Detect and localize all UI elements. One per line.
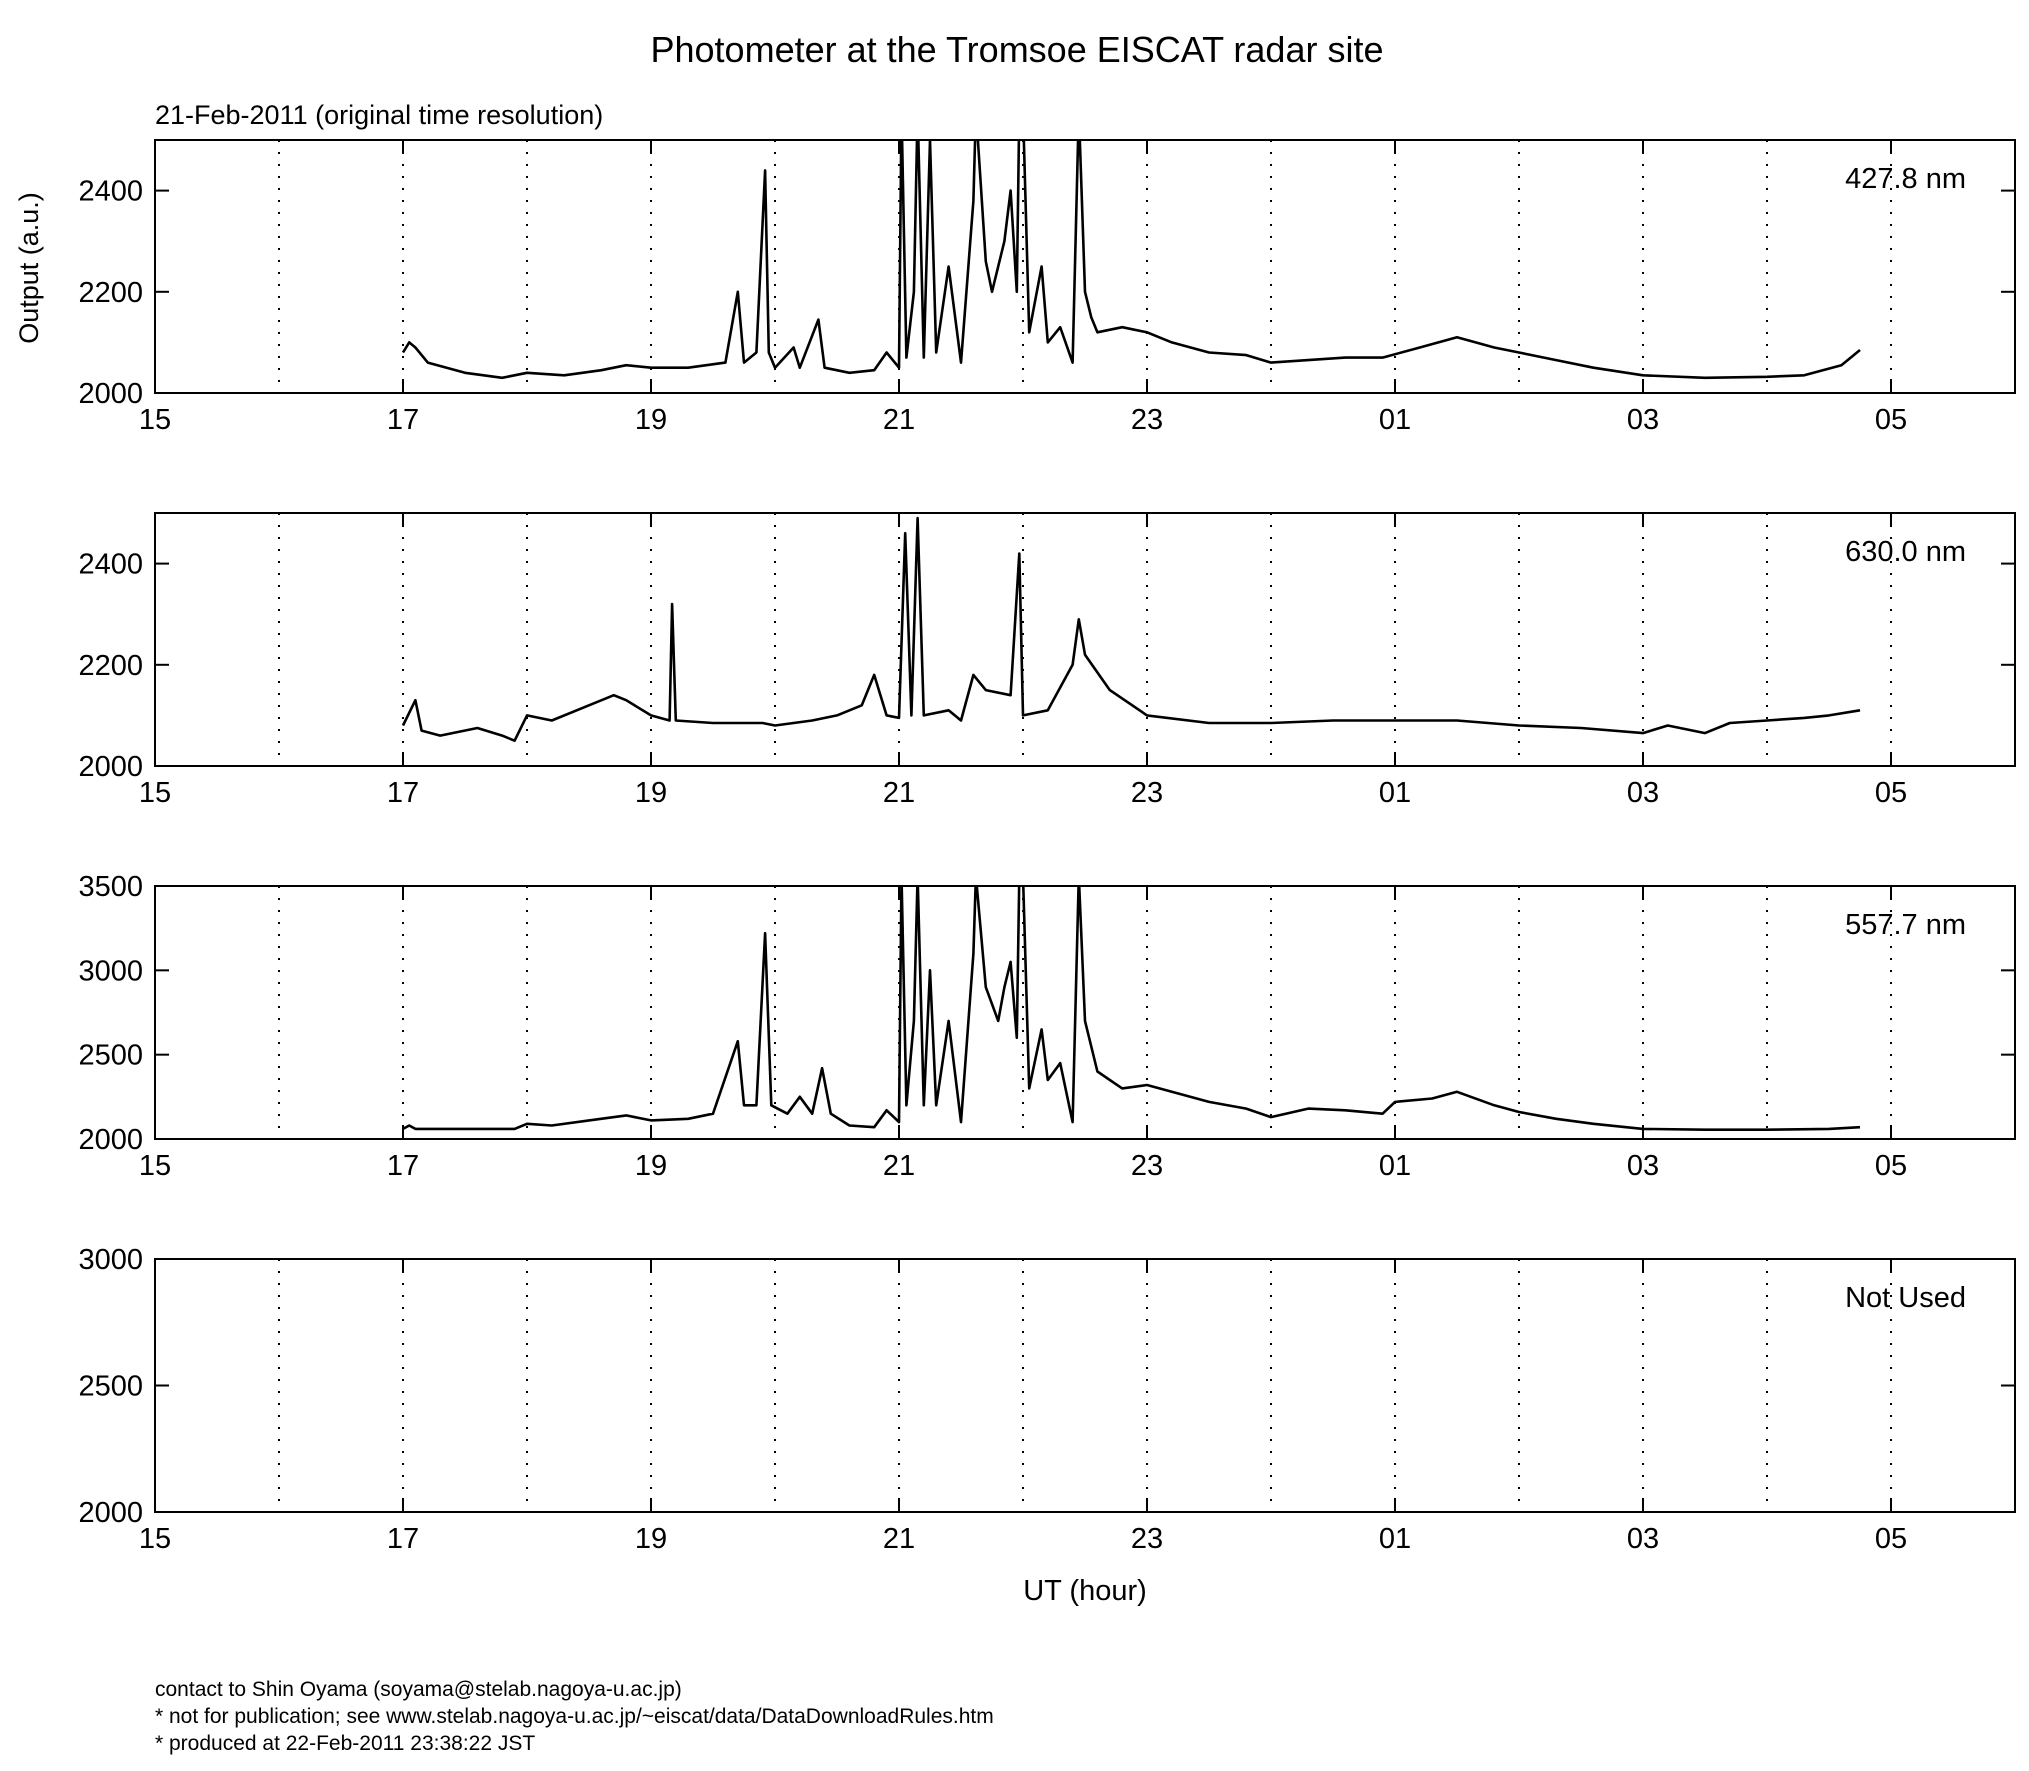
y-tick-label: 3000 [78, 1244, 143, 1276]
panel-1: 15 17 19 21 23 01 03 05 2000 2200 2400 427.8 nm [78, 139, 2016, 436]
panel-label: Not Used [1845, 1282, 1966, 1314]
x-tick-label: 17 [387, 777, 419, 809]
x-tick-label: 03 [1627, 1150, 1659, 1182]
x-tick-label: 15 [139, 1150, 171, 1182]
y-tick-label: 2000 [78, 751, 143, 783]
x-axis-label: UT (hour) [1023, 1575, 1147, 1607]
x-tick-label: 15 [139, 1523, 171, 1555]
y-tick-label: 2000 [78, 378, 143, 410]
x-tick-label: 05 [1875, 404, 1907, 436]
x-tick-label: 17 [387, 1150, 419, 1182]
panel-label: 557.7 nm [1845, 909, 1966, 941]
x-tick-label: 23 [1131, 1150, 1163, 1182]
panel-frame [154, 885, 2016, 1140]
y-tick-label: 2500 [78, 1371, 143, 1403]
y-tick-label: 2000 [78, 1497, 143, 1529]
y-tick-label: 2000 [78, 1124, 143, 1156]
x-tick-label: 19 [635, 1523, 667, 1555]
series-line-1 [401, 140, 1861, 380]
x-tick-label: 05 [1875, 1150, 1907, 1182]
y-tick-label: 3500 [78, 871, 143, 903]
x-tick-label: 15 [139, 404, 171, 436]
chart-panels: 15 17 19 21 23 01 03 05 2000 2200 2400 427.8 nm 15 17… [78, 139, 2016, 1555]
x-tick-label: 21 [883, 777, 915, 809]
series-line-3 [402, 886, 1861, 1131]
x-tick-label: 19 [635, 1150, 667, 1182]
footer-produced-at: * produced at 22-Feb-2011 23:38:22 JST [155, 1732, 536, 1755]
x-tick-label: 19 [635, 404, 667, 436]
x-tick-label: 01 [1379, 1150, 1411, 1182]
panel-frame [154, 139, 2016, 394]
footer-notes: contact to Shin Oyama (soyama@stelab.nag… [155, 1676, 994, 1757]
x-tick-label: 03 [1627, 404, 1659, 436]
y-tick-label: 2500 [78, 1040, 143, 1072]
panel-label: 427.8 nm [1845, 163, 1966, 195]
x-tick-label: 23 [1131, 1523, 1163, 1555]
footer-publication-note: * not for publication; see www.stelab.na… [155, 1705, 994, 1728]
x-tick-label: 01 [1379, 404, 1411, 436]
x-tick-label: 01 [1379, 1523, 1411, 1555]
panel-frame [154, 1258, 2016, 1513]
x-tick-label: 23 [1131, 404, 1163, 436]
x-tick-label: 19 [635, 777, 667, 809]
y-tick-label: 2400 [78, 176, 143, 208]
x-tick-label: 05 [1875, 777, 1907, 809]
chart-title: Photometer at the Tromsoe EISCAT radar s… [651, 29, 1384, 70]
series-line-2 [401, 516, 1861, 742]
panel-frame [154, 512, 2016, 767]
y-tick-label: 2200 [78, 277, 143, 309]
y-tick-label: 2200 [78, 650, 143, 682]
y-axis-label: Output (a.u.) [14, 192, 44, 344]
x-tick-label: 21 [883, 1523, 915, 1555]
panel-label: 630.0 nm [1845, 536, 1966, 568]
y-tick-label: 2400 [78, 549, 143, 581]
x-tick-label: 03 [1627, 777, 1659, 809]
x-tick-label: 21 [883, 404, 915, 436]
x-tick-label: 17 [387, 404, 419, 436]
x-tick-label: 15 [139, 777, 171, 809]
panel-4: 15 17 19 21 23 01 03 05 2000 2500 3000 Not Used [78, 1244, 2016, 1555]
x-tick-label: 05 [1875, 1523, 1907, 1555]
chart-subtitle: 21-Feb-2011 (original time resolution) [155, 100, 603, 130]
panel-2: 15 17 19 21 23 01 03 05 2000 2200 2400 630.0 nm [78, 512, 2016, 809]
x-tick-label: 21 [883, 1150, 915, 1182]
footer-contact: contact to Shin Oyama (soyama@stelab.nag… [155, 1678, 682, 1701]
panel-3: 15 17 19 21 23 01 03 05 2000 2500 3000 3500 557.7 nm [78, 871, 2016, 1182]
x-tick-label: 17 [387, 1523, 419, 1555]
x-tick-label: 03 [1627, 1523, 1659, 1555]
x-tick-label: 01 [1379, 777, 1411, 809]
x-tick-label: 23 [1131, 777, 1163, 809]
y-tick-label: 3000 [78, 955, 143, 987]
